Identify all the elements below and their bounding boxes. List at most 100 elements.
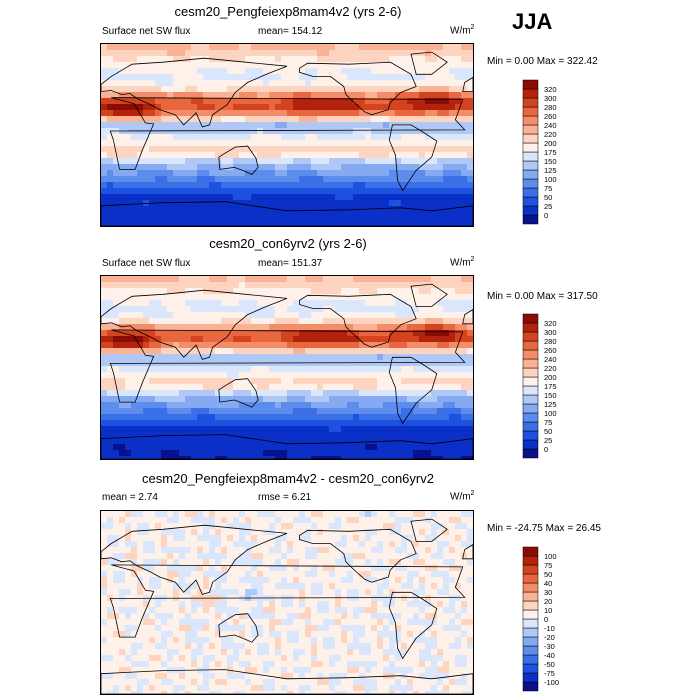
coastline [298,293,417,348]
colorbar-tick-label: -100 [544,678,559,687]
colorbar-tick-label: 280 [544,103,557,112]
coastline [101,289,288,360]
panel1-minmax: Min = 0.00 Max = 322.42 [487,56,598,67]
colorbar-tick-label: -50 [544,660,555,669]
colorbar-tick-label: -20 [544,633,555,642]
colorbar-tick-label: 0 [544,445,548,454]
colorbar-tick-label: 50 [544,193,552,202]
panel1-variable-label: Surface net SW flux [102,26,191,37]
colorbar-box [522,600,539,611]
coastline [218,378,259,408]
colorbar-box [522,636,539,647]
coastline [218,145,259,175]
coastline [101,201,473,226]
colorbar-tick-label: 260 [544,346,557,355]
colorbar-box [522,663,539,674]
colorbar-tick-label: 20 [544,597,552,606]
colorbar-box [522,546,539,557]
coastline [388,591,438,660]
colorbar-box [522,88,539,99]
colorbar-tick-label: -75 [544,669,555,678]
colorbar-tick-label: 75 [544,418,552,427]
colorbar-box [522,187,539,198]
colorbar-box [522,582,539,593]
colorbar-box [522,160,539,171]
coastline [410,51,448,75]
coastline [109,329,466,403]
coastline [298,528,417,583]
colorbar-tick-label: 50 [544,427,552,436]
colorbar-tick-label: 125 [544,400,557,409]
colorbar-box [522,151,539,162]
colorbar-tick-label: 75 [544,561,552,570]
colorbar-box [522,609,539,620]
colorbar-box [522,412,539,423]
colorbar-tick-label: 30 [544,588,552,597]
season-label: JJA [512,9,553,34]
panel1-mean-label: mean= 154.12 [258,26,323,37]
colorbar-tick-label: 240 [544,121,557,130]
panel1-title: cesm20_Pengfeiexp8mam4v2 (yrs 2-6) [174,4,402,19]
panel3-mean-label: mean = 2.74 [102,492,158,503]
colorbar-tick-label: 220 [544,130,557,139]
colorbar-tick-label: 100 [544,409,557,418]
coastline [101,57,288,128]
colorbar-box [522,340,539,351]
colorbar-tick-label: 260 [544,112,557,121]
panel3-rmse-label: rmse = 6.21 [258,492,312,503]
coastline [101,669,473,694]
colorbar-box [522,394,539,405]
panel3-minmax: Min = -24.75 Max = 26.45 [487,523,601,534]
colorbar-box [522,376,539,387]
colorbar-box [522,403,539,414]
colorbar-box [522,133,539,144]
colorbar-box [522,214,539,225]
colorbar-box [522,627,539,638]
coastline [410,283,448,307]
colorbar-tick-label: 200 [544,139,557,148]
colorbar-box [522,169,539,180]
coastline [298,61,417,116]
coastline [410,518,448,542]
colorbar-tick-label: 280 [544,337,557,346]
colorbar-tick-label: -40 [544,651,555,660]
colorbar-tick-label: 240 [544,355,557,364]
panel2-unit-label: W/m2 [450,256,475,269]
coastline [109,97,466,170]
colorbar-box [522,205,539,216]
coastline [462,544,473,560]
colorbar-box [522,645,539,656]
coastline [218,613,259,643]
colorbar-box [522,313,539,324]
panel3-unit-label: W/m2 [450,490,475,503]
colorbar-box [522,358,539,369]
colorbar-box [522,97,539,108]
colorbar-box [522,573,539,584]
panel2-variable-label: Surface net SW flux [102,258,191,269]
colorbar-box [522,654,539,665]
colorbar-box [522,106,539,117]
colorbar-tick-label: -30 [544,642,555,651]
colorbar-tick-label: 0 [544,211,548,220]
panel2-title: cesm20_con6yrv2 (yrs 2-6) [209,236,367,251]
colorbar-box [522,367,539,378]
colorbar-box [522,178,539,189]
coastline [109,564,466,638]
colorbar-tick-label: 300 [544,328,557,337]
colorbar-tick-label: 100 [544,175,557,184]
colorbar-box [522,430,539,441]
colorbar-tick-label: 10 [544,606,552,615]
colorbar-tick-label: 150 [544,391,557,400]
colorbar-box [522,79,539,90]
colorbar-box [522,349,539,360]
colorbar-box [522,591,539,602]
colorbar-tick-label: 175 [544,382,557,391]
colorbar-tick-label: 50 [544,570,552,579]
colorbar-box [522,142,539,153]
coastline [462,309,473,325]
panel3-title: cesm20_Pengfeiexp8mam4v2 - cesm20_con6yr… [142,471,434,486]
colorbar-box [522,385,539,396]
